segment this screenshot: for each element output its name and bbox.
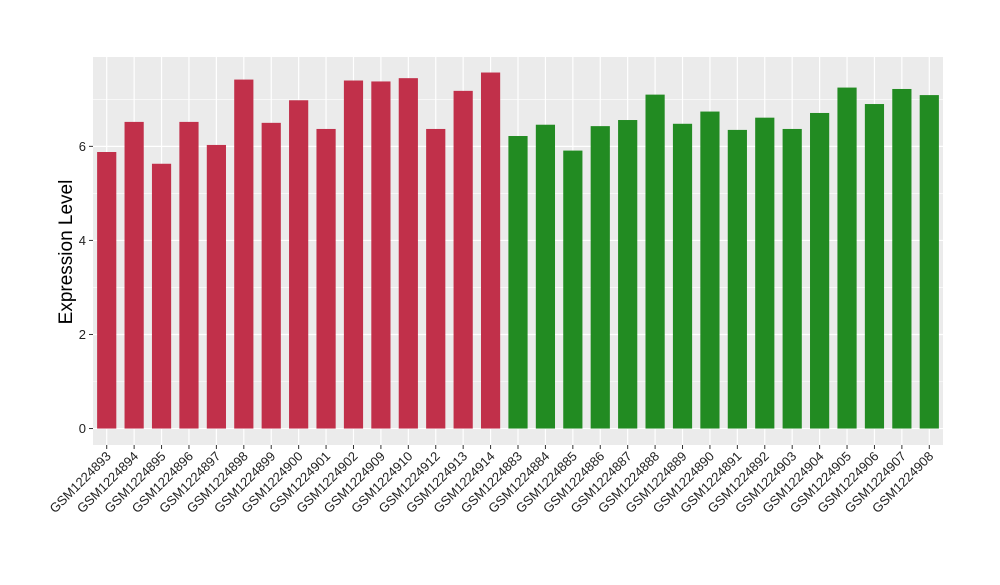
bar-GSM1224912: [426, 128, 446, 429]
bar-GSM1224902: [343, 80, 364, 429]
bar-GSM1224903: [782, 128, 802, 429]
bar-GSM1224888: [645, 94, 665, 429]
bar-GSM1224894: [124, 121, 144, 429]
bar-GSM1224895: [151, 163, 172, 429]
bar-GSM1224909: [371, 81, 391, 429]
bar-GSM1224893: [97, 152, 117, 429]
bar-GSM1224901: [316, 128, 336, 429]
bar-GSM1224891: [727, 129, 747, 429]
bar-GSM1224907: [892, 88, 912, 429]
bar-GSM1224904: [810, 112, 830, 429]
y-tick-label: 2: [79, 327, 86, 342]
bar-GSM1224905: [837, 87, 857, 429]
y-tick-label: 0: [79, 421, 86, 436]
bar-GSM1224897: [206, 144, 226, 429]
bar-GSM1224908: [919, 95, 939, 429]
x-axis: GSM1224893GSM1224894GSM1224895GSM1224896…: [46, 445, 936, 516]
bar-GSM1224889: [672, 123, 693, 429]
bar-GSM1224906: [864, 104, 885, 429]
bar-GSM1224896: [179, 121, 199, 429]
bar-GSM1224910: [398, 78, 418, 429]
bar-GSM1224886: [590, 126, 610, 429]
bar-GSM1224890: [700, 111, 720, 429]
bar-GSM1224887: [618, 120, 638, 429]
bar-GSM1224885: [563, 150, 583, 429]
bar-GSM1224914: [480, 72, 501, 429]
bar-GSM1224913: [453, 90, 473, 429]
y-tick-label: 4: [79, 233, 86, 248]
y-axis-label: Expression Level: [56, 180, 77, 325]
y-tick-label: 6: [79, 139, 86, 154]
y-axis: 0 2 4 6: [79, 139, 93, 436]
bar-GSM1224892: [755, 117, 775, 429]
bar-GSM1224899: [261, 122, 281, 429]
bar-GSM1224884: [535, 124, 556, 429]
bar-GSM1224898: [234, 79, 254, 429]
bar-GSM1224900: [289, 100, 309, 429]
bars: [97, 72, 939, 429]
bar-GSM1224883: [508, 136, 528, 429]
